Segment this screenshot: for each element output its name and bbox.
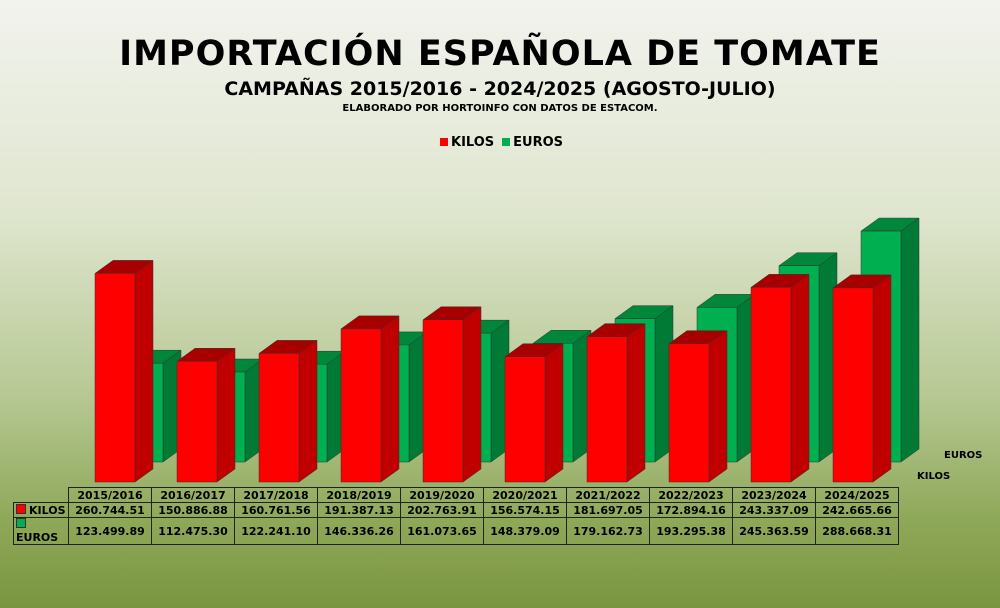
data-label: 242.665.66: [815, 502, 899, 518]
data-label: 179.162.73: [566, 517, 650, 545]
data-label: 193.295.38: [649, 517, 733, 545]
data-label: 260.744.51: [68, 502, 152, 518]
bar-kilos-5: [504, 343, 564, 483]
data-label: 161.073.65: [400, 517, 484, 545]
data-label: 112.475.30: [151, 517, 235, 545]
category-label: 2018/2019: [317, 487, 401, 503]
bar-kilos-1: [176, 347, 236, 483]
legend-euros: EUROS: [502, 135, 563, 150]
data-label: 243.337.09: [732, 502, 816, 518]
category-label: 2022/2023: [649, 487, 733, 503]
data-label: 181.697.05: [566, 502, 650, 518]
bar-kilos-9: [832, 274, 892, 483]
table-row: KILOS 260.744.51 150.886.88 160.761.56 191.3…: [13, 502, 899, 518]
category-label: 2021/2022: [566, 487, 650, 503]
category-label: 2019/2020: [400, 487, 484, 503]
bar-kilos-8: [750, 273, 810, 483]
chart-subtitle: CAMPAÑAS 2015/2016 - 2024/2025 (AGOSTO-J…: [224, 78, 776, 100]
bar-kilos-2: [258, 339, 318, 483]
data-label: 148.379.09: [483, 517, 567, 545]
bar-kilos-7: [668, 330, 728, 483]
axis-label-euros: EUROS: [944, 450, 982, 461]
data-table: 2015/2016 2016/2017 2017/2018 2018/2019 2019…: [13, 487, 899, 545]
chart-title: IMPORTACIÓN ESPAÑOLA DE TOMATE: [119, 34, 881, 74]
data-label: 288.668.31: [815, 517, 899, 545]
data-label: 146.336.26: [317, 517, 401, 545]
row-label: KILOS: [13, 502, 69, 518]
chart-source: ELABORADO POR HORTOINFO CON DATOS DE EST…: [342, 103, 658, 114]
data-label: 191.387.13: [317, 502, 401, 518]
bar-kilos-4: [422, 306, 482, 483]
bar-kilos-3: [340, 315, 400, 483]
category-label: 2016/2017: [151, 487, 235, 503]
legend-kilos: KILOS: [440, 135, 494, 150]
data-label: 245.363.59: [732, 517, 816, 545]
bar-kilos-0: [94, 259, 154, 483]
data-label: 202.763.91: [400, 502, 484, 518]
data-label: 122.241.10: [234, 517, 318, 545]
category-label: 2017/2018: [234, 487, 318, 503]
axis-label-kilos: KILOS: [917, 471, 950, 482]
data-label: 150.886.88: [151, 502, 235, 518]
row-label: EUROS: [13, 517, 69, 545]
category-label: 2020/2021: [483, 487, 567, 503]
data-label: 123.499.89: [68, 517, 152, 545]
data-label: 160.761.56: [234, 502, 318, 518]
bar-kilos-6: [586, 323, 646, 483]
category-label: 2015/2016: [68, 487, 152, 503]
category-label: 2023/2024: [732, 487, 816, 503]
table-header: 2015/2016 2016/2017 2017/2018 2018/2019 2019…: [13, 487, 899, 503]
table-row: EUROS 123.499.89 112.475.30 122.241.10 146.3…: [13, 517, 899, 545]
data-label: 156.574.15: [483, 502, 567, 518]
legend: KILOS EUROS: [440, 135, 563, 150]
data-label: 172.894.16: [649, 502, 733, 518]
category-label: 2024/2025: [815, 487, 899, 503]
